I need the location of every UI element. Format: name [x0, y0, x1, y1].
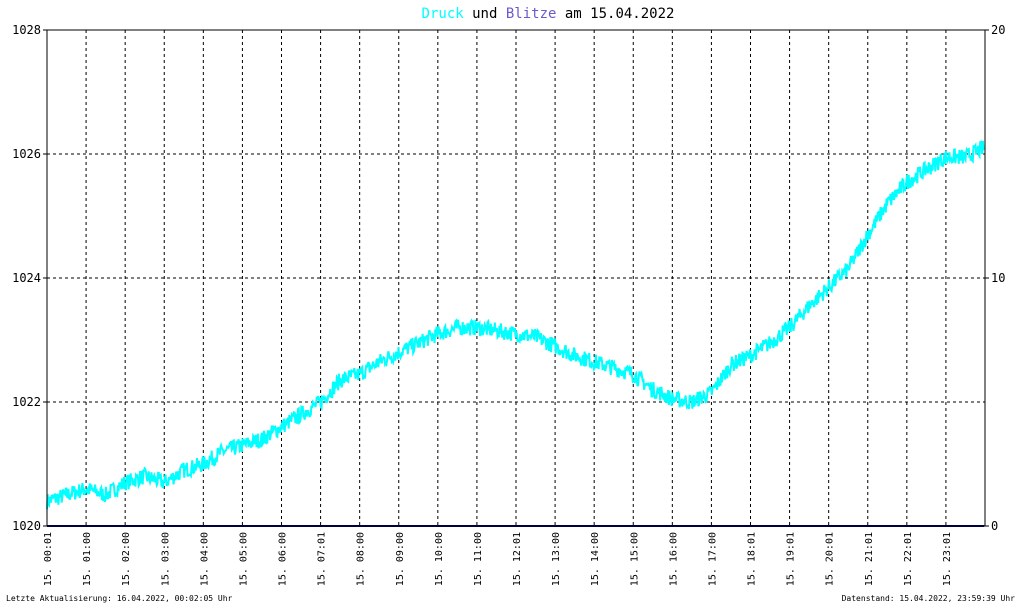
- x-tick-label: 15. 22:01: [903, 532, 914, 586]
- left-axis-ticks: 1020 1022 1024 1026 1028: [12, 23, 47, 533]
- x-axis-ticks: 15. 00:01 15. 01:00 15. 02:00 15. 03:00 15. …: [43, 532, 953, 586]
- x-tick-label: 15. 23:01: [942, 532, 953, 586]
- right-tick-label: 0: [991, 519, 998, 533]
- left-tick-label: 1028: [12, 23, 41, 37]
- x-tick-label: 15. 05:00: [238, 532, 249, 586]
- x-tick-label: 15. 14:00: [590, 532, 601, 586]
- x-tick-label: 15. 06:00: [278, 532, 289, 586]
- title-date: am 15.04.2022: [556, 6, 674, 22]
- x-tick-label: 15. 21:01: [864, 532, 875, 586]
- x-tick-label: 15. 17:00: [707, 532, 718, 586]
- title-blitze: Blitze: [506, 6, 557, 22]
- x-tick-label: 15. 08:00: [356, 532, 367, 586]
- grid-lines: [47, 30, 985, 526]
- right-tick-label: 10: [991, 271, 1005, 285]
- footer-data-status: Datenstand: 15.04.2022, 23:59:39 Uhr: [842, 594, 1016, 603]
- x-tick-label: 15. 00:01: [43, 532, 54, 586]
- x-tick-label: 15. 19:01: [786, 532, 797, 586]
- left-tick-label: 1024: [12, 271, 41, 285]
- plot-frame: [46, 29, 986, 527]
- x-tick-label: 15. 07:01: [317, 532, 328, 586]
- x-tick-label: 15. 02:00: [121, 532, 132, 586]
- chart-title: Druck und Blitze am 15.04.2022: [422, 6, 675, 22]
- x-tick-label: 15. 18:01: [747, 532, 758, 586]
- series-line-druck: [46, 140, 986, 510]
- footer-last-update: Letzte Aktualisierung: 16.04.2022, 00:02…: [6, 594, 233, 603]
- left-tick-label: 1022: [12, 395, 41, 409]
- x-tick-label: 15. 04:00: [199, 532, 210, 586]
- x-tick-label: 15. 10:00: [434, 532, 445, 586]
- x-tick-label: 15. 01:00: [82, 532, 93, 586]
- x-tick-label: 15. 20:01: [825, 532, 836, 586]
- x-tick-label: 15. 15:00: [629, 532, 640, 586]
- x-tick-label: 15. 13:00: [551, 532, 562, 586]
- left-tick-label: 1020: [12, 519, 41, 533]
- title-und: und: [464, 6, 506, 22]
- right-axis-ticks: 0 10 20: [985, 23, 1005, 533]
- left-tick-label: 1026: [12, 147, 41, 161]
- x-tick-label: 15. 03:00: [160, 532, 171, 586]
- title-druck: Druck: [422, 6, 465, 22]
- x-tick-label: 15. 12:01: [512, 532, 523, 586]
- x-tick-label: 15. 09:00: [395, 532, 406, 586]
- right-tick-label: 20: [991, 23, 1005, 37]
- x-tick-label: 15. 16:00: [668, 532, 679, 586]
- x-tick-label: 15. 11:00: [473, 532, 484, 586]
